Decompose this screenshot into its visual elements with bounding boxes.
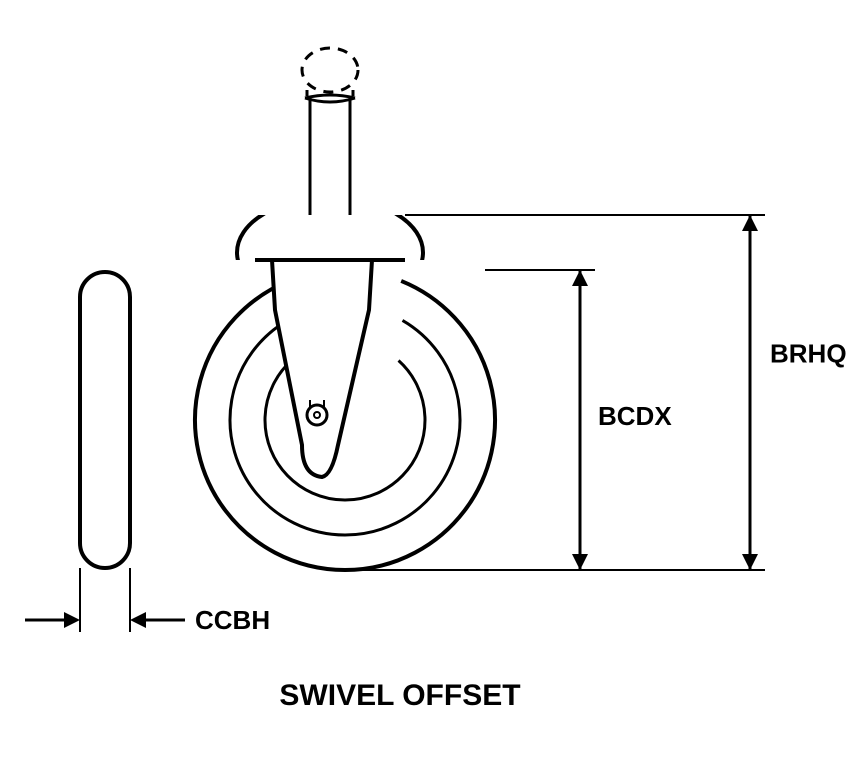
ccbh-label: CCBH: [195, 605, 270, 635]
fork: [272, 260, 372, 477]
wheel-side-view: [80, 272, 130, 568]
diagram-title: SWIVEL OFFSET: [279, 679, 520, 712]
bcdx-label: BCDX: [598, 401, 672, 431]
swivel-offset-diagram: BRHQ BCDX CCBH SWIVEL OFFSET: [0, 0, 855, 758]
dimension-bcdx: [485, 270, 595, 570]
stem: [302, 48, 358, 215]
dimension-ccbh: [25, 568, 185, 632]
brhq-label: BRHQ: [770, 339, 847, 369]
